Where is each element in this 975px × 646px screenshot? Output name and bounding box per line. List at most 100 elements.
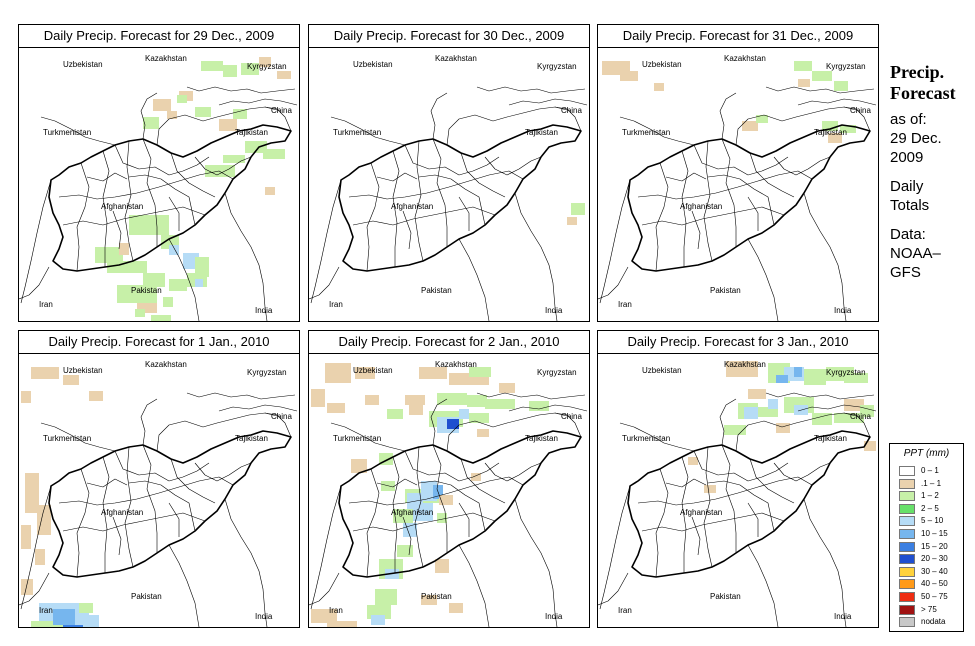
province-border	[168, 502, 180, 537]
precip-cell	[311, 609, 337, 623]
precip-cell	[449, 603, 463, 613]
precip-cell	[263, 149, 285, 159]
precip-cell	[397, 545, 413, 557]
precip-cell	[724, 425, 746, 435]
sidebar-asof: as of:	[890, 111, 927, 128]
precip-cell	[812, 71, 832, 81]
sidebar-noaa: NOAA–	[890, 245, 941, 262]
province-border	[641, 512, 785, 532]
precip-cell	[135, 309, 145, 317]
province-border	[773, 156, 831, 176]
province-border	[707, 480, 775, 532]
legend-swatch	[899, 466, 915, 476]
legend-label: 40 – 50	[921, 579, 948, 589]
province-border	[392, 150, 400, 267]
province-border	[102, 150, 110, 267]
sidebar-gfs: GFS	[890, 264, 921, 281]
province-border	[414, 446, 424, 568]
province-border	[484, 462, 542, 482]
country-label-india: India	[545, 612, 563, 621]
country-label-uzbekistan: Uzbekistan	[353, 366, 393, 375]
precip-cell	[776, 423, 790, 433]
precip-cells	[688, 361, 876, 493]
country-label-kazakhstan: Kazakhstan	[724, 360, 766, 369]
country-label-india: India	[545, 306, 563, 315]
precip-cell	[35, 549, 45, 565]
country-border	[19, 266, 50, 300]
province-border	[691, 516, 701, 556]
province-border	[402, 516, 412, 556]
country-border	[599, 485, 631, 610]
country-label-tajikistan: Tajikistan	[525, 434, 558, 443]
province-border	[655, 162, 669, 272]
precip-cell	[365, 395, 379, 405]
country-label-pakistan: Pakistan	[421, 286, 452, 295]
province-border	[693, 450, 789, 482]
country-label-india: India	[834, 612, 852, 621]
precip-cell	[704, 485, 716, 493]
precip-map: Kazakhstan Uzbekistan Kyrgyzstan China Turkm…	[598, 360, 877, 627]
province-border	[112, 210, 122, 250]
precip-cell	[129, 215, 169, 235]
country-border	[719, 92, 737, 140]
country-label-iran: Iran	[618, 606, 632, 615]
forecast-panel-29-dec: Daily Precip. Forecast for 29 Dec., 2009…	[18, 24, 300, 322]
borders	[309, 86, 588, 321]
country-label-india: India	[834, 306, 852, 315]
precip-cell	[834, 413, 864, 423]
precip-cell	[371, 615, 385, 625]
panel-title: Daily Precip. Forecast for 31 Dec., 2009	[598, 25, 878, 48]
precip-cell	[143, 273, 165, 287]
country-label-kyrgyzstan: Kyrgyzstan	[537, 62, 577, 71]
afghanistan-border	[627, 124, 871, 272]
precip-cell	[393, 509, 413, 523]
precip-cell	[117, 285, 157, 303]
precip-cell	[620, 71, 638, 81]
precip-cell	[471, 473, 481, 481]
province-border	[76, 162, 90, 272]
panel-title: Daily Precip. Forecast for 1 Jan., 2010	[19, 331, 299, 354]
country-label-tajikistan: Tajikistan	[814, 434, 847, 443]
legend-label: 20 – 30	[921, 554, 948, 564]
precip-cell	[201, 61, 223, 71]
province-border	[458, 196, 470, 231]
country-label-afghanistan: Afghanistan	[391, 508, 433, 517]
country-border	[735, 106, 861, 146]
country-border	[140, 92, 158, 140]
province-border	[691, 210, 701, 250]
country-border	[430, 398, 448, 446]
country-label-afghanistan: Afghanistan	[101, 508, 143, 517]
country-label-china: China	[850, 412, 871, 421]
borders	[598, 392, 877, 627]
sidebar-data: Data:	[890, 226, 926, 243]
country-label-uzbekistan: Uzbekistan	[63, 60, 103, 69]
country-label-kazakhstan: Kazakhstan	[435, 54, 477, 63]
country-label-turkmenistan: Turkmenistan	[43, 434, 91, 443]
legend-item: > 75	[899, 604, 961, 616]
afghanistan-border	[338, 430, 582, 578]
sidebar-heading-2: Forecast	[890, 83, 956, 103]
precip-cell	[327, 403, 345, 413]
province-border	[352, 206, 496, 226]
legend-item: 15 – 20	[899, 541, 961, 553]
country-border	[224, 192, 268, 321]
legend-label: 0 – 1	[921, 466, 939, 475]
precip-cell	[529, 401, 549, 411]
country-border	[19, 572, 50, 606]
precip-cell	[812, 413, 832, 425]
precip-cell	[864, 441, 876, 451]
precip-cell	[233, 109, 247, 119]
precip-cell	[63, 625, 83, 627]
country-border	[747, 544, 779, 627]
legend-label: 10 – 15	[921, 529, 948, 538]
precip-cell	[63, 375, 79, 385]
legend-item: nodata	[899, 617, 961, 628]
legend-label: .1 – 1	[921, 478, 942, 488]
legend-item: .1 – 1	[899, 478, 961, 490]
precip-cell	[748, 389, 766, 399]
borders	[19, 392, 298, 627]
province-border	[142, 138, 158, 247]
country-label-iran: Iran	[39, 606, 53, 615]
legend-item: 0 – 1	[899, 466, 961, 477]
country-label-turkmenistan: Turkmenistan	[333, 434, 381, 443]
